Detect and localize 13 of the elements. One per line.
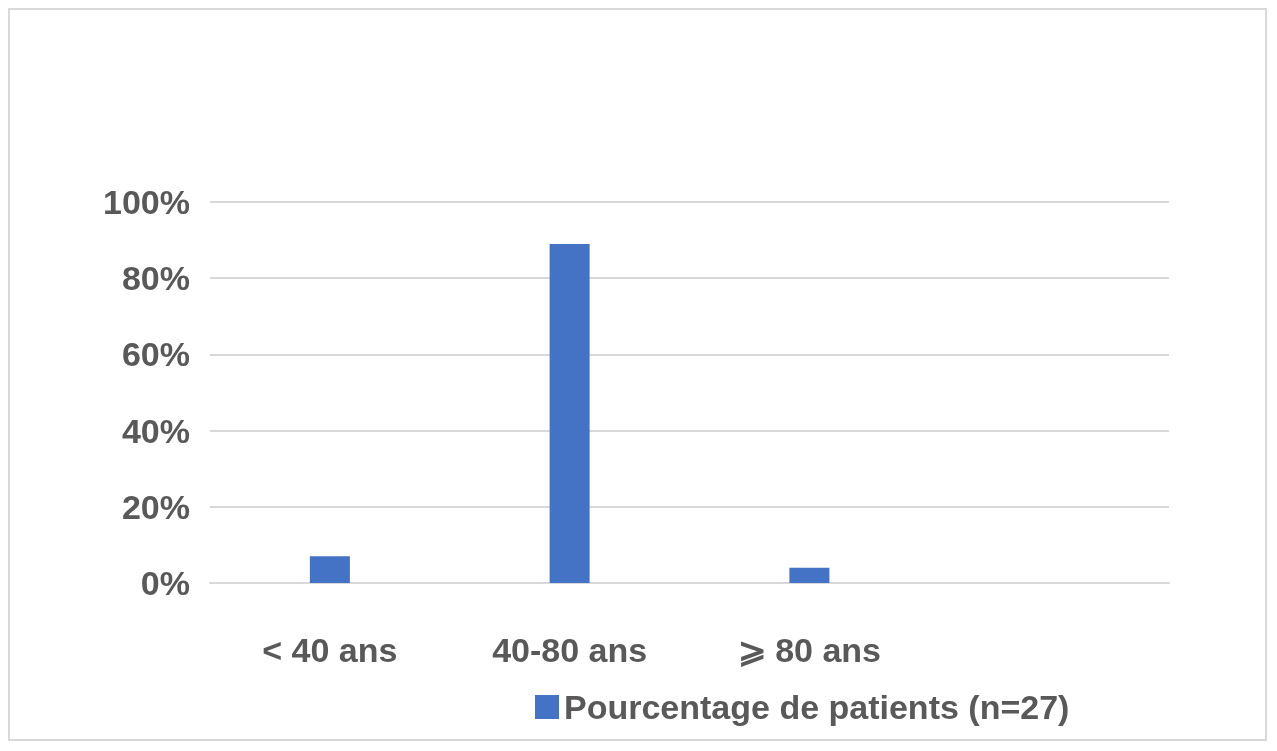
y-tick-label: 20% (121, 487, 190, 526)
bar (309, 556, 350, 583)
y-tick-label: 0% (140, 564, 190, 602)
bar (789, 567, 830, 583)
y-tick-label: 40% (121, 411, 190, 450)
y-tick-label: 100% (103, 183, 190, 221)
bar (549, 243, 590, 583)
legend-label: Pourcentage de patients (n=27) (564, 688, 1070, 726)
x-tick-label: < 40 ans (262, 631, 398, 669)
x-tick-label: ⩾ 80 ans (737, 631, 882, 669)
y-tick-label: 80% (121, 259, 190, 298)
x-tick-label: 40-80 ans (492, 631, 648, 669)
y-tick-label: 60% (121, 335, 190, 374)
